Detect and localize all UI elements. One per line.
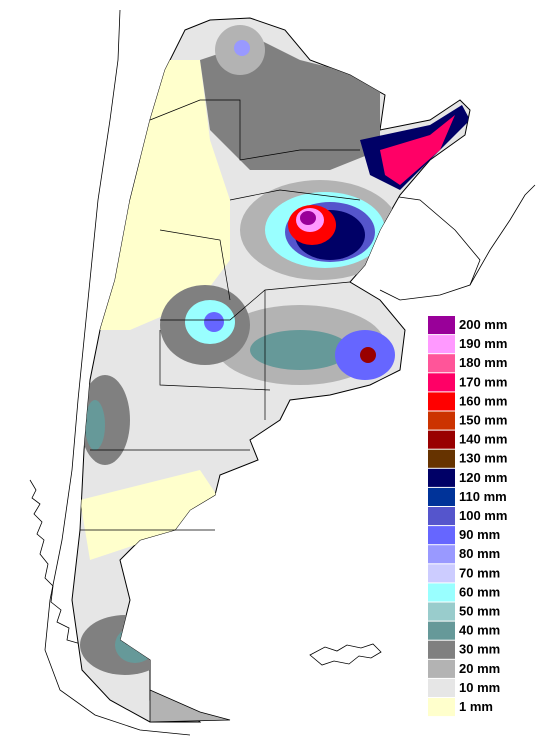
brazil-coast (469, 184, 536, 286)
legend-label: 200 mm (459, 317, 507, 332)
uruguay (379, 194, 481, 301)
legend-swatch (428, 659, 455, 678)
legend-swatch (428, 621, 455, 640)
dry-south (80, 470, 220, 560)
coastline-west (44, 9, 191, 736)
blob (360, 347, 376, 363)
legend-swatch (428, 449, 455, 468)
legend-label: 70 mm (459, 565, 500, 580)
dry-west (100, 60, 230, 330)
legend-label: 60 mm (459, 584, 500, 599)
legend-label: 170 mm (459, 374, 507, 389)
legend-swatch (428, 564, 455, 583)
blob (85, 400, 105, 450)
legend-swatch (428, 602, 455, 621)
legend-swatch (428, 487, 455, 506)
legend-label: 150 mm (459, 412, 507, 427)
legend-swatch (428, 526, 455, 545)
legend-label: 30 mm (459, 642, 500, 657)
legend-swatch (428, 583, 455, 602)
legend-label: 90 mm (459, 527, 500, 542)
legend-label: 110 mm (459, 489, 507, 504)
chile-islands (29, 479, 82, 645)
blob (204, 312, 224, 332)
legend-label: 120 mm (459, 470, 507, 485)
legend-label: 10 mm (459, 680, 500, 695)
blob (300, 211, 316, 225)
legend-label: 50 mm (459, 603, 500, 618)
legend-swatch (428, 545, 455, 564)
legend-swatch (428, 430, 455, 449)
legend-label: 80 mm (459, 546, 500, 561)
legend-label: 140 mm (459, 432, 507, 447)
legend-swatch (428, 678, 455, 697)
legend-swatch (428, 354, 455, 373)
province-borders (80, 99, 361, 531)
legend-swatch (428, 316, 455, 335)
ne-core (380, 115, 455, 185)
legend-label: 40 mm (459, 623, 500, 638)
blob (250, 330, 350, 370)
legend-swatch (428, 335, 455, 354)
legend-label: 130 mm (459, 451, 507, 466)
legend: 200 mm 190 mm 180 mm 170 mm 160 mm 150 mm 140 … (424, 312, 524, 722)
legend-label: 160 mm (459, 393, 507, 408)
legend-label: 100 mm (459, 508, 507, 523)
legend-swatch (428, 392, 455, 411)
legend-swatch (428, 411, 455, 430)
legend-label: 180 mm (459, 355, 507, 370)
rain-fields (80, 25, 470, 675)
blob (234, 40, 250, 56)
legend-swatch (428, 507, 455, 526)
legend-label: 190 mm (459, 336, 507, 351)
tierra-del-fuego (149, 689, 231, 723)
legend-swatch (428, 698, 455, 717)
legend-label: 1 mm (459, 699, 493, 714)
legend-swatch (428, 373, 455, 392)
legend-swatch (428, 640, 455, 659)
legend-swatch (428, 468, 455, 487)
legend-label: 20 mm (459, 661, 500, 676)
malvinas (309, 643, 382, 666)
